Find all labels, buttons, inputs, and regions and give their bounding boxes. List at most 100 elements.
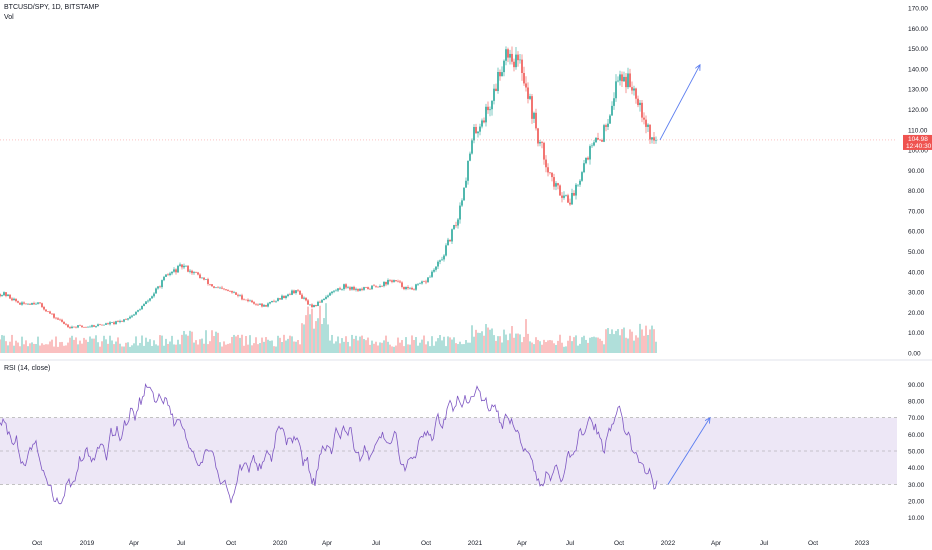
volume-bar — [125, 342, 127, 353]
volume-bar — [407, 344, 409, 353]
candle-body — [243, 299, 245, 301]
candle-body — [369, 288, 371, 290]
candle-body — [237, 294, 239, 296]
volume-bar — [147, 341, 149, 353]
volume-bar — [477, 332, 479, 353]
last-price-value: 104.98 — [908, 136, 928, 143]
candle-body — [467, 160, 469, 181]
volume-bar — [511, 326, 513, 353]
candle-body — [361, 288, 363, 290]
candle-body — [57, 318, 59, 320]
candle-body — [155, 288, 157, 294]
volume-bar — [459, 341, 461, 353]
volume-bar — [343, 341, 345, 353]
candle-body — [597, 137, 599, 140]
x-tick-label: Apr — [517, 540, 528, 547]
volume-bar — [591, 337, 593, 353]
candle-body — [575, 184, 577, 196]
volume-bar — [259, 342, 261, 353]
candle-body — [457, 219, 459, 226]
candle-body — [21, 302, 23, 305]
volume-bar — [635, 335, 637, 353]
volume-bar — [187, 335, 189, 353]
last-price-tag[interactable] — [903, 134, 932, 150]
candle-body — [555, 183, 557, 187]
candle-body — [269, 302, 271, 304]
candle-body — [199, 274, 201, 279]
candle-body — [461, 200, 463, 206]
volume-bar — [305, 315, 307, 353]
candle-body — [31, 303, 33, 305]
candle-body — [353, 286, 355, 290]
volume-bar — [629, 329, 631, 353]
volume-bar — [441, 340, 443, 353]
candle-body — [305, 297, 307, 301]
volume-bar — [165, 338, 167, 353]
candle-body — [141, 306, 143, 310]
candle-body — [9, 294, 11, 299]
volume-bar — [219, 342, 221, 353]
volume-bar — [113, 344, 115, 353]
candle-body — [273, 300, 275, 302]
volume-bar — [127, 342, 129, 353]
volume-bar — [297, 340, 299, 353]
rsi-tick-label: 20.00 — [908, 499, 925, 506]
candle-body — [0, 294, 1, 297]
candle-body — [503, 60, 505, 73]
volume-bar — [631, 331, 633, 353]
volume-bar — [331, 334, 333, 353]
candle-body — [103, 324, 105, 326]
candle-body — [91, 325, 93, 327]
candle-body — [613, 98, 615, 106]
candle-body — [89, 326, 91, 328]
volume-bar — [543, 339, 545, 353]
candle-body — [527, 87, 529, 99]
volume-bar — [535, 337, 537, 353]
volume-bar — [617, 329, 619, 353]
candle-body — [5, 292, 7, 296]
candle-body — [277, 298, 279, 301]
volume-bar — [9, 341, 11, 353]
candle-body — [233, 292, 235, 293]
volume-bar — [499, 336, 501, 353]
candle-body — [383, 281, 385, 287]
candle-body — [291, 290, 293, 295]
volume-bar — [653, 329, 655, 353]
candle-body — [335, 290, 337, 292]
candle-body — [417, 284, 419, 285]
volume-bar — [209, 341, 211, 353]
candle-body — [7, 294, 9, 296]
candle-body — [525, 83, 527, 88]
candle-body — [365, 287, 367, 288]
volume-bar — [167, 343, 169, 353]
candle-body — [381, 286, 383, 287]
x-tick-label: Jul — [760, 540, 769, 547]
volume-bar — [261, 337, 263, 353]
volume-bar — [97, 342, 99, 353]
candle-body — [439, 260, 441, 262]
volume-bar — [307, 306, 309, 353]
volume-bar — [625, 337, 627, 353]
rsi-tick-label: 30.00 — [908, 482, 925, 489]
volume-bar — [379, 342, 381, 353]
volume-bar — [175, 344, 177, 353]
candle-body — [443, 255, 445, 260]
volume-bar — [129, 346, 131, 353]
volume-bar — [351, 334, 353, 353]
volume-bar — [5, 341, 7, 353]
candle-body — [147, 300, 149, 302]
candle-body — [511, 53, 513, 62]
volume-bar — [503, 329, 505, 353]
volume-bar — [87, 341, 89, 353]
volume-bar — [195, 340, 197, 353]
volume-bar — [517, 333, 519, 353]
candle-body — [97, 324, 99, 326]
candle-body — [521, 59, 523, 74]
candle-body — [79, 325, 81, 326]
candle-body — [115, 321, 117, 325]
volume-bar — [529, 341, 531, 353]
candle-body — [633, 88, 635, 91]
volume-bar — [275, 346, 277, 353]
